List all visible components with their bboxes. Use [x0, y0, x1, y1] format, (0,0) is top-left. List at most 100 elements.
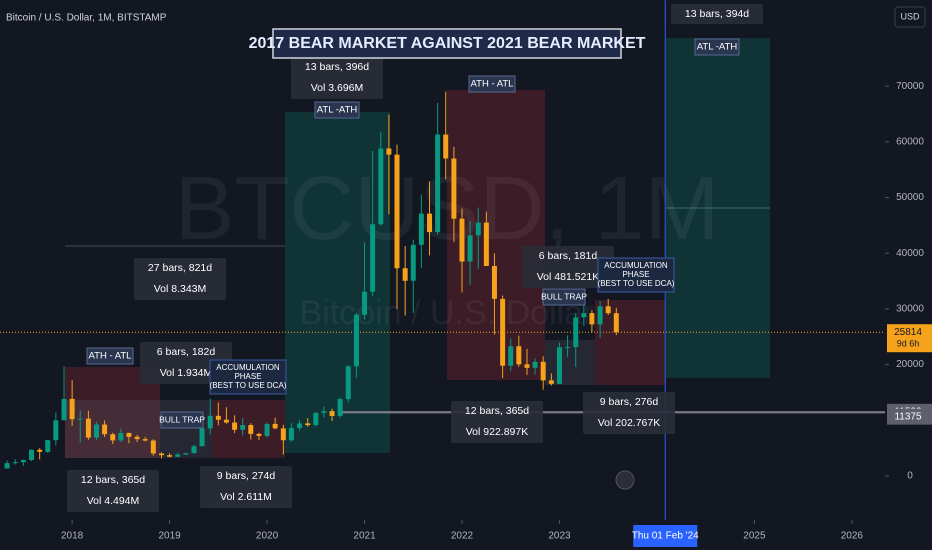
candle-body — [435, 134, 441, 233]
range-label: 6 bars, 181d — [539, 250, 598, 262]
note-line: ACCUMULATION — [216, 363, 280, 372]
x-tick-label: 2025 — [743, 531, 766, 542]
range-label-box — [583, 392, 675, 434]
y-tick-label: 20000 — [896, 359, 924, 370]
range-label: 6 bars, 182d — [157, 346, 216, 358]
candle-body — [516, 346, 522, 365]
candle-body — [508, 346, 514, 366]
candle-body — [175, 454, 181, 457]
candle-body — [45, 440, 51, 452]
tag-label: ATL -ATH — [317, 105, 358, 116]
candle-body — [272, 423, 278, 429]
y-tick-label: 60000 — [896, 136, 924, 147]
candle-body — [77, 418, 83, 420]
candle-body — [313, 412, 319, 426]
candle-body — [288, 427, 294, 441]
tag-box — [468, 75, 516, 93]
price-tag-label: 11375 — [894, 411, 922, 422]
candle-body — [159, 453, 165, 456]
candle-body — [467, 235, 473, 262]
price-tag — [887, 324, 932, 353]
y-tick-label: 30000 — [896, 304, 924, 315]
range-label-box — [140, 342, 232, 384]
range-vol: Vol 481.521K — [537, 271, 599, 283]
candle-body — [232, 422, 238, 430]
candle-body — [386, 148, 392, 155]
countdown: 9d 6h — [897, 339, 920, 349]
range-vol: Vol 202.767K — [598, 417, 660, 429]
candle-body — [191, 446, 197, 454]
candle-body — [134, 436, 140, 440]
x-tick-label: 2021 — [353, 531, 376, 542]
symbol-label: Bitcoin / U.S. Dollar, 1M, BITSTAMP — [6, 13, 167, 24]
candle-body — [321, 411, 327, 413]
title-box — [272, 28, 622, 59]
candle-body — [548, 380, 554, 384]
range-label-box — [67, 470, 159, 512]
range-label-box — [671, 4, 763, 24]
tag-label: ATH - ATL — [471, 79, 514, 90]
candle-body — [69, 398, 75, 420]
candle-body — [167, 455, 173, 457]
price-axis — [885, 0, 932, 550]
candle-body — [345, 366, 351, 400]
candle-body — [451, 158, 457, 219]
y-tick-label: 40000 — [896, 248, 924, 259]
tag-box — [314, 101, 360, 119]
range-label: 27 bars, 821d — [148, 262, 212, 274]
candle-body — [12, 462, 18, 464]
range-vol: Vol 922.897K — [466, 426, 528, 438]
candle-body — [53, 420, 59, 441]
candle-body — [93, 424, 99, 438]
tag-box — [86, 347, 134, 365]
range-vol: Vol 1.934M — [160, 367, 213, 379]
range-label: 13 bars, 394d — [685, 8, 749, 20]
candle-body — [61, 398, 67, 421]
candle-body — [329, 411, 335, 416]
range-label-box — [291, 57, 383, 99]
candle-body — [581, 313, 587, 318]
candle-body — [565, 347, 571, 349]
note-line: PHASE — [234, 372, 261, 381]
cursor-label: Thu 01 Feb '24 — [632, 531, 699, 542]
y-tick-label: 70000 — [896, 81, 924, 92]
range-label-box — [134, 258, 226, 300]
candle-body — [256, 433, 262, 436]
candle-body — [491, 266, 497, 299]
candle-body — [280, 428, 286, 441]
candle-body — [110, 434, 116, 441]
y-tick-label: 50000 — [896, 192, 924, 203]
chart-title: 2017 BEAR MARKET AGAINST 2021 BEAR MARKE… — [249, 35, 646, 52]
candle-body — [183, 453, 189, 455]
icon — [615, 470, 635, 490]
candle-body — [28, 449, 34, 460]
candle-body — [443, 134, 449, 159]
candle-body — [337, 399, 343, 416]
candle-body — [589, 313, 595, 325]
currency-button[interactable] — [894, 6, 926, 28]
range-box — [595, 300, 665, 385]
range-label: 12 bars, 365d — [465, 405, 529, 417]
candle-body — [240, 425, 246, 430]
note-box — [597, 257, 675, 293]
candle-body — [199, 428, 205, 447]
currency-label[interactable]: USD — [900, 11, 920, 21]
candle-body — [378, 148, 384, 225]
note-line: (BEST TO USE DCA) — [598, 279, 675, 288]
range-label: 12 bars, 365d — [81, 474, 145, 486]
candle-body — [142, 439, 148, 441]
x-tick-label: 2022 — [451, 531, 474, 542]
candle-body — [394, 154, 400, 269]
tag-box — [542, 288, 586, 306]
tag-label: BULL TRAP — [159, 414, 205, 424]
candle-body — [297, 423, 303, 428]
candle-body — [362, 291, 368, 315]
x-tick-label: 2020 — [256, 531, 279, 542]
range-label: 9 bars, 274d — [217, 470, 276, 482]
candle-body — [524, 364, 530, 368]
note-line: (BEST TO USE DCA) — [210, 381, 287, 390]
note-line: PHASE — [622, 270, 649, 279]
candle-body — [20, 459, 26, 463]
range-vol: Vol 2.611M — [220, 491, 272, 503]
